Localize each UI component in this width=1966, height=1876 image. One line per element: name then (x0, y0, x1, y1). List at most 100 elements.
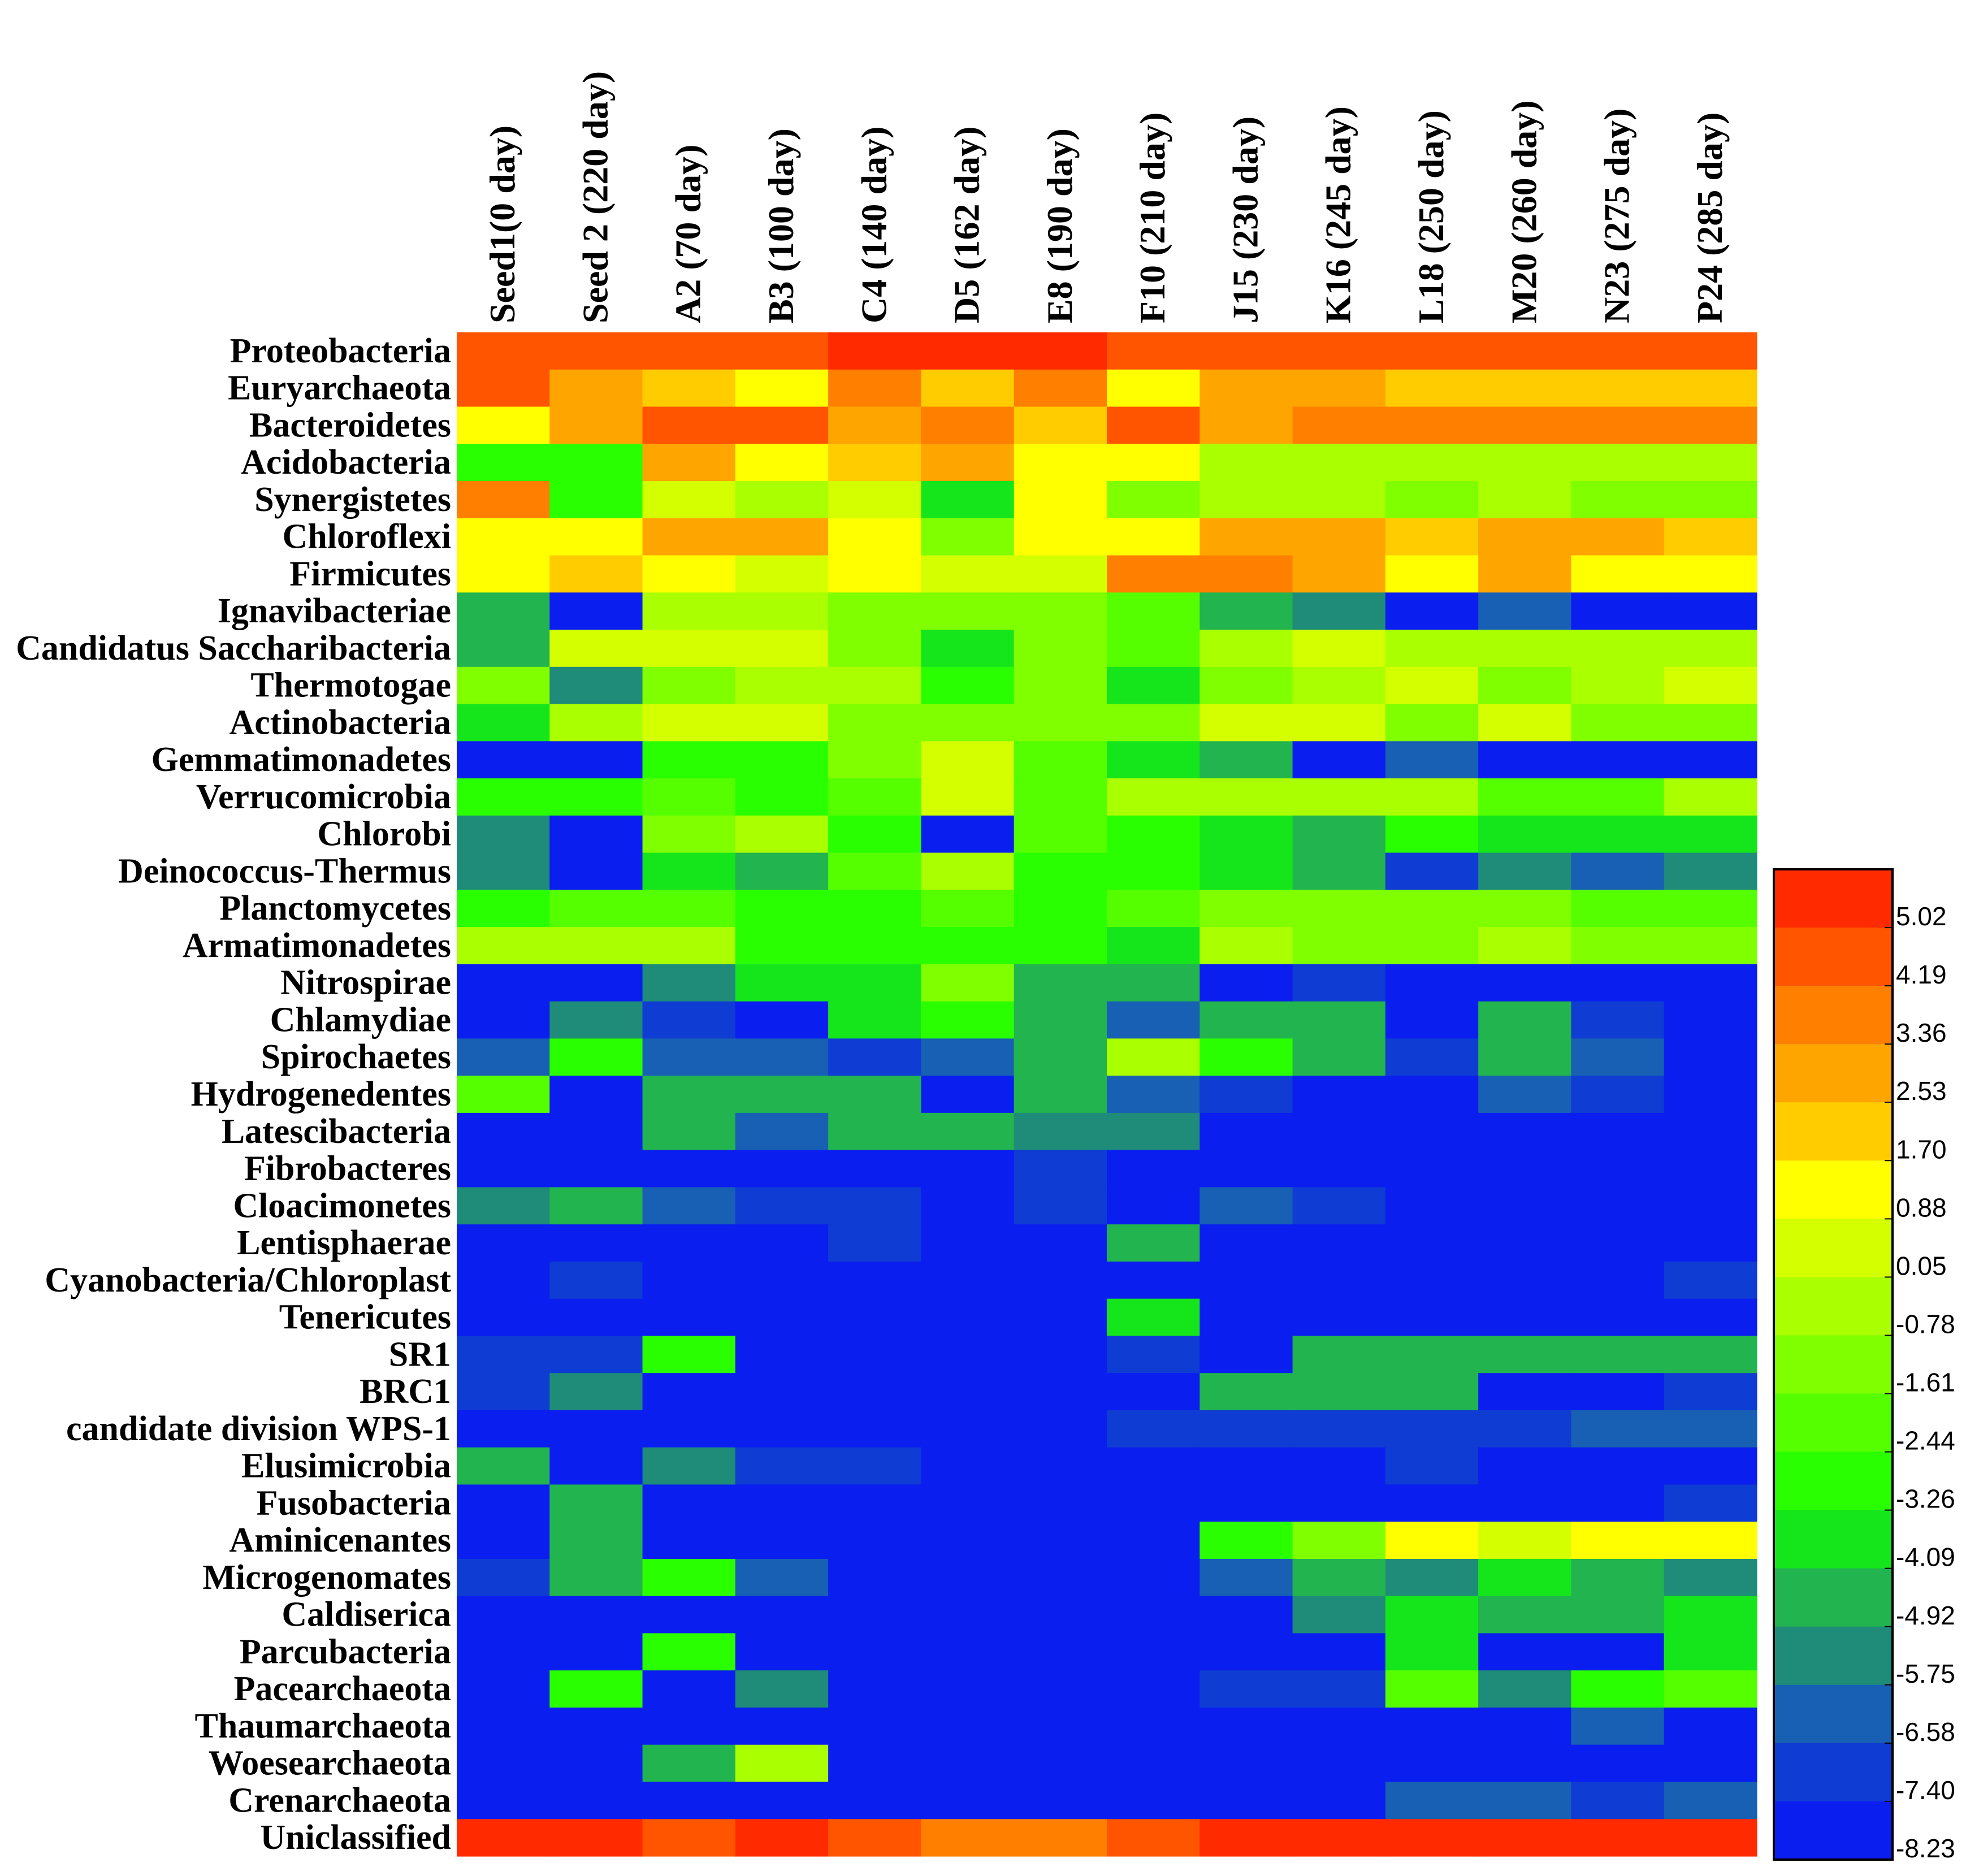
heatmap-cell (921, 890, 1015, 928)
heatmap-cell (549, 852, 643, 890)
heatmap-cell (828, 1744, 922, 1783)
heatmap-cell (735, 1558, 829, 1597)
heatmap-cell (828, 406, 922, 444)
heatmap-cell (828, 1819, 922, 1857)
heatmap-cell (642, 1447, 736, 1485)
heatmap-cell (1199, 1558, 1293, 1597)
heatmap-cell (642, 630, 736, 668)
heatmap-cell (1014, 1596, 1107, 1634)
heatmap-cell (1107, 592, 1200, 630)
heatmap-cell (642, 1782, 736, 1819)
heatmap-cell (1385, 1410, 1479, 1448)
heatmap-cell (1385, 852, 1479, 890)
heatmap-cell (642, 1373, 736, 1411)
heatmap-cell (549, 964, 643, 1002)
heatmap-cell (921, 1076, 1015, 1114)
heatmap-cell (1571, 332, 1665, 370)
heatmap-cell (1664, 1558, 1757, 1597)
heatmap-cell (921, 444, 1015, 482)
heatmap-cell (735, 704, 829, 742)
heatmap-cell (921, 1373, 1015, 1411)
heatmap-cell (1014, 1707, 1107, 1745)
heatmap-cell (1107, 406, 1200, 444)
row-label: Verrucomicrobia (196, 778, 451, 816)
heatmap-cell (921, 1112, 1015, 1151)
heatmap-cell (1199, 1410, 1293, 1448)
column-label: C4 (140 day) (854, 127, 894, 323)
heatmap-cell (1478, 704, 1572, 742)
heatmap-cell (1478, 332, 1572, 370)
heatmap-cell (457, 1261, 550, 1299)
heatmap-cell (1292, 1670, 1386, 1708)
heatmap-cell (735, 1410, 829, 1448)
heatmap-cell (735, 1112, 829, 1151)
heatmap-cell (457, 890, 550, 928)
heatmap-cell (1478, 1522, 1572, 1559)
heatmap-cell (1292, 369, 1386, 408)
heatmap-cell (1385, 518, 1479, 556)
heatmap-cell (828, 630, 922, 668)
heatmap-cell (549, 1633, 643, 1671)
heatmap-cell (735, 1633, 829, 1671)
heatmap-cell (1292, 1707, 1386, 1745)
heatmap-cell (1014, 778, 1107, 816)
heatmap-cell (1478, 890, 1572, 928)
heatmap-cell (549, 1558, 643, 1597)
heatmap-cell (457, 1782, 550, 1819)
heatmap-cell (1292, 1744, 1386, 1783)
heatmap-cell (1478, 1819, 1572, 1857)
heatmap-cell (1199, 518, 1293, 556)
heatmap-cells (457, 332, 1757, 1857)
row-label: Deinococcus-Thermus (118, 852, 451, 891)
colorbar-tick-label: 5.02 (1896, 902, 1947, 931)
heatmap-cell (1385, 1522, 1479, 1559)
heatmap-cell (1107, 1298, 1200, 1337)
heatmap-cell (735, 1038, 829, 1076)
heatmap-cell (1664, 666, 1757, 705)
heatmap-cell (1014, 406, 1107, 444)
heatmap-cell (1385, 1707, 1479, 1745)
colorbar-tick-label: -1.61 (1896, 1368, 1955, 1397)
heatmap-cell (1292, 927, 1386, 965)
heatmap-cell (1664, 778, 1757, 816)
heatmap-cell (1571, 1373, 1665, 1411)
heatmap-cell (1292, 1112, 1386, 1151)
heatmap-cell (828, 1150, 922, 1188)
heatmap-cell (642, 890, 736, 928)
heatmap-cell (735, 666, 829, 705)
heatmap-cell (828, 704, 922, 742)
heatmap-cell (1292, 1001, 1386, 1039)
heatmap-cell (1292, 518, 1386, 556)
heatmap-cell (1664, 1187, 1757, 1225)
heatmap-cell (1664, 1001, 1757, 1039)
heatmap-cell (1571, 815, 1665, 853)
heatmap-cell (1199, 369, 1293, 408)
heatmap-cell (1571, 592, 1665, 630)
heatmap-cell (457, 369, 550, 408)
heatmap-cell (1292, 1819, 1386, 1857)
heatmap-cell (1292, 1633, 1386, 1671)
heatmap-cell (457, 1633, 550, 1671)
heatmap-cell (1385, 1001, 1479, 1039)
heatmap-cell (1385, 1782, 1479, 1819)
heatmap-cell (1014, 852, 1107, 890)
heatmap-cell (1014, 1150, 1107, 1188)
heatmap-cell (1385, 1298, 1479, 1337)
heatmap-cell (549, 1224, 643, 1262)
colorbar-tick-label: -2.44 (1896, 1426, 1955, 1455)
heatmap-cell (457, 1298, 550, 1337)
heatmap-cell (1478, 1707, 1572, 1745)
heatmap-cell (1292, 852, 1386, 890)
heatmap-cell (457, 741, 550, 779)
heatmap-cell (1571, 1558, 1665, 1597)
heatmap-cell (1292, 481, 1386, 519)
row-label: Crenarchaeota (228, 1781, 451, 1819)
heatmap-cell (1107, 1038, 1200, 1076)
column-label: F10 (210 day) (1132, 112, 1172, 323)
heatmap-cell (1664, 890, 1757, 928)
heatmap-cell (457, 815, 550, 853)
heatmap-cell (1478, 630, 1572, 668)
heatmap-cell (457, 1112, 550, 1151)
heatmap-cell (1478, 1670, 1572, 1708)
heatmap-cell (1385, 1224, 1479, 1262)
